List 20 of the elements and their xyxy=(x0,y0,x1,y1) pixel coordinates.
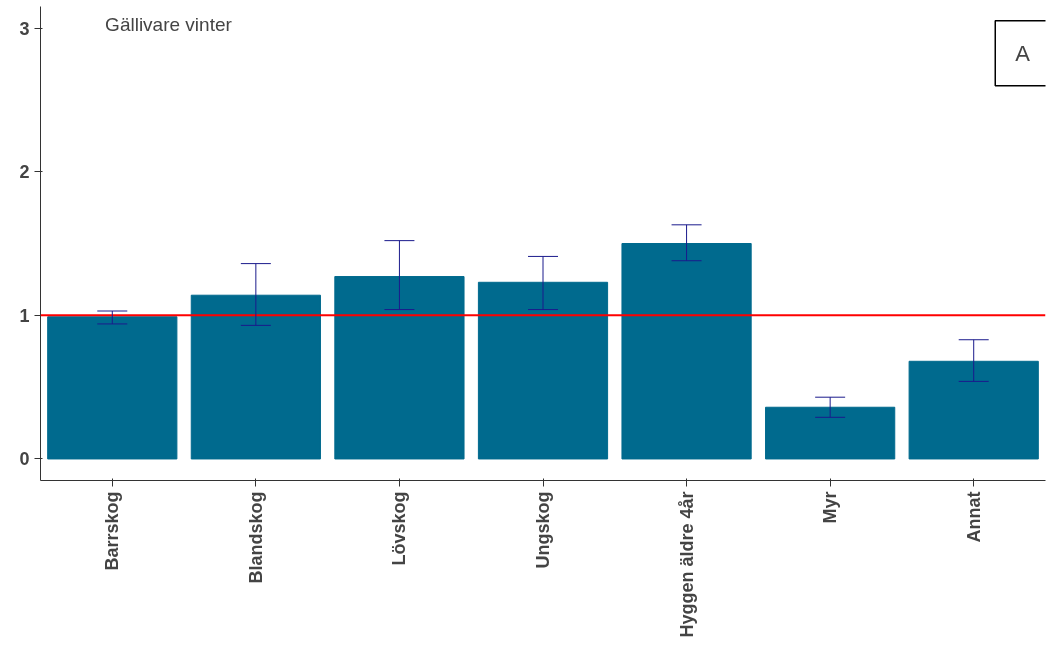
bar xyxy=(621,243,752,460)
bar xyxy=(334,276,465,460)
annotation: Gällivare vinter xyxy=(105,13,233,35)
x-tick-label: Annat xyxy=(963,491,984,543)
y-tick-label: 0 xyxy=(19,449,30,470)
y-tick-label: 3 xyxy=(19,18,30,39)
x-tick-label: Blandskog xyxy=(245,491,266,584)
x-tick-label: Myr xyxy=(820,491,841,524)
x-tick-label: Ungskog xyxy=(533,491,553,569)
bar xyxy=(477,281,609,460)
x-tick-label: Barrskog xyxy=(102,491,123,571)
x-tick-label: Hyggen äldre 4år xyxy=(676,491,697,638)
x-tick-label: Lövskog xyxy=(389,491,410,566)
y-tick-label: 1 xyxy=(19,305,30,326)
annotation: A xyxy=(1015,40,1031,66)
bar xyxy=(190,294,321,460)
bar xyxy=(908,360,1039,460)
bar xyxy=(765,406,896,460)
y-tick-label: 2 xyxy=(19,162,30,183)
bar xyxy=(47,316,178,460)
